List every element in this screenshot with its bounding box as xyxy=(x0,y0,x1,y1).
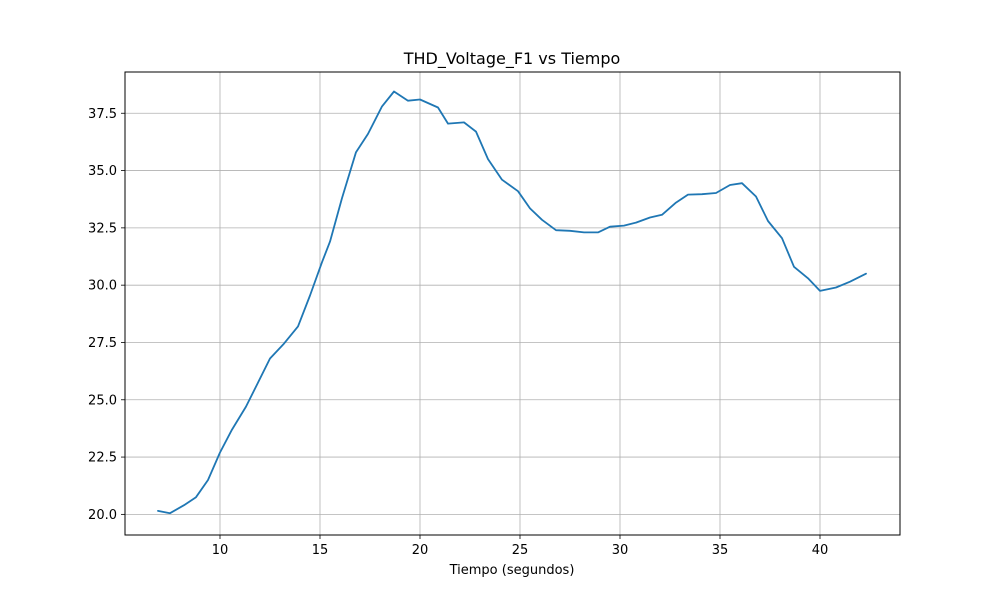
x-tick-label: 35 xyxy=(712,543,729,558)
x-tick-label: 15 xyxy=(312,543,329,558)
x-axis: 10 15 20 25 30 35 40 xyxy=(212,535,829,558)
y-tick-label: 30.0 xyxy=(88,279,117,294)
y-tick-label: 37.5 xyxy=(88,107,117,122)
y-axis: 20.0 22.5 25.0 27.5 30.0 32.5 35.0 37.5 xyxy=(88,107,125,523)
series-layer xyxy=(157,90,867,515)
x-tick-label: 20 xyxy=(412,543,429,558)
x-tick-label: 30 xyxy=(612,543,629,558)
grid xyxy=(125,72,900,535)
x-tick-label: 25 xyxy=(512,543,529,558)
x-tick-label: 40 xyxy=(812,543,829,558)
y-tick-label: 35.0 xyxy=(88,164,117,179)
x-tick-label: 10 xyxy=(212,543,229,558)
series-line xyxy=(157,90,867,515)
chart-title: THD_Voltage_F1 vs Tiempo xyxy=(403,49,621,69)
y-tick-label: 27.5 xyxy=(88,336,117,351)
y-tick-label: 25.0 xyxy=(88,393,117,408)
y-tick-label: 22.5 xyxy=(88,451,117,466)
x-axis-label: Tiempo (segundos) xyxy=(449,563,575,578)
y-tick-label: 20.0 xyxy=(88,508,117,523)
y-tick-label: 32.5 xyxy=(88,221,117,236)
plot-frame xyxy=(124,71,901,536)
